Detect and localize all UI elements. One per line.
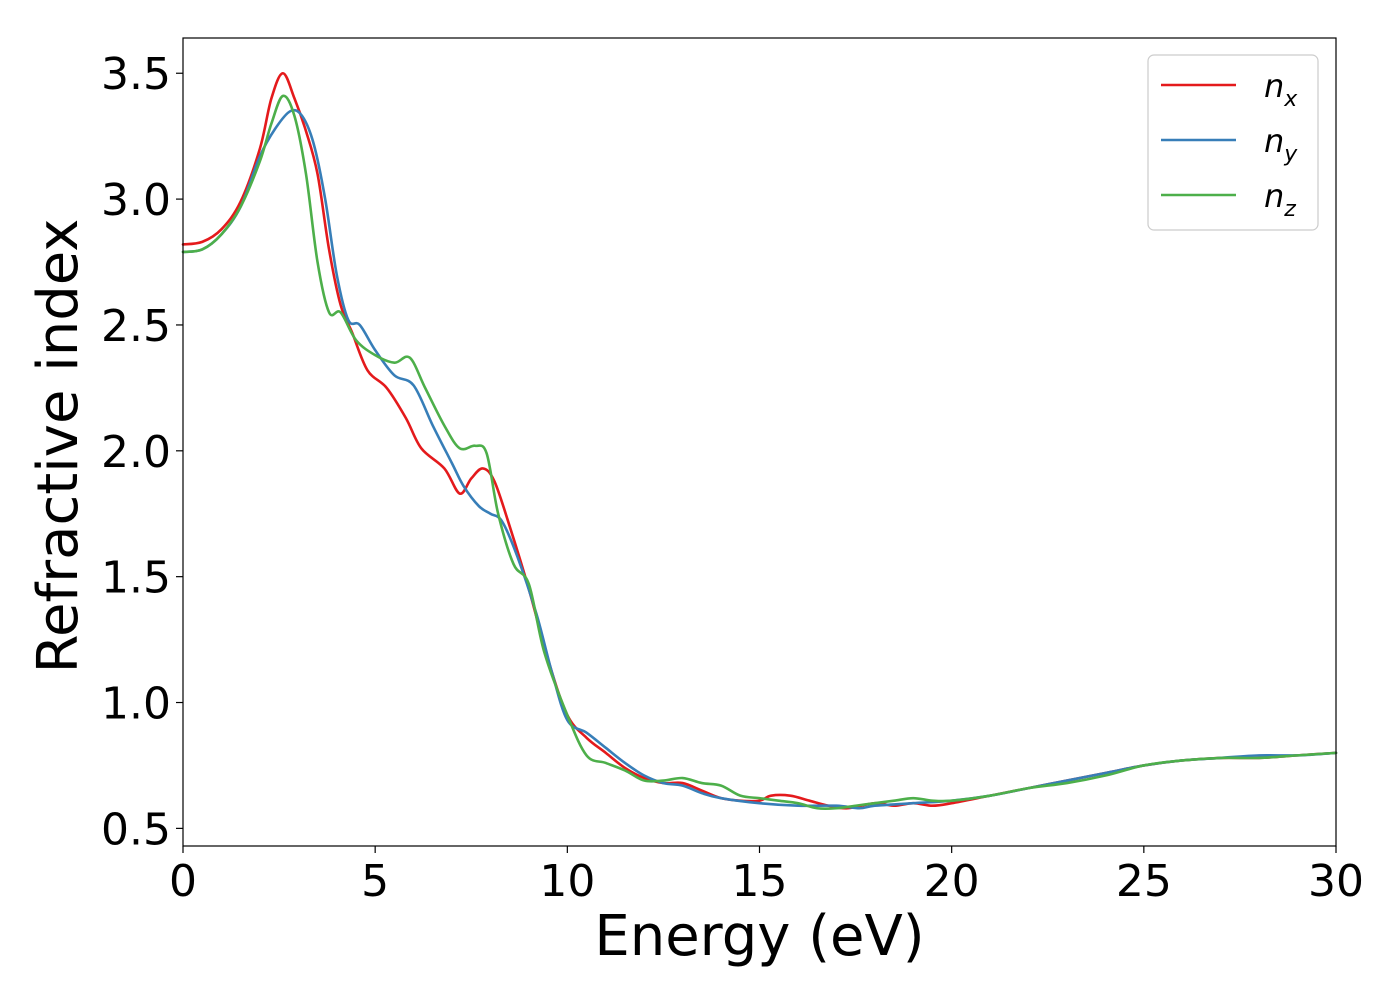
- y-tick-label: 3.5: [101, 49, 171, 100]
- legend-label-subscript: z: [1283, 197, 1296, 222]
- y-tick-label: 0.5: [101, 804, 171, 855]
- legend-box: [1147, 54, 1319, 231]
- legend-label-subscript: y: [1283, 142, 1298, 167]
- x-tick-label: 25: [1116, 856, 1172, 907]
- legend-label-base: n: [1264, 177, 1284, 215]
- x-tick-label: 0: [169, 856, 197, 907]
- legend-label-subscript: x: [1283, 87, 1298, 112]
- legend-label-base: n: [1264, 122, 1284, 160]
- legend-label-base: n: [1264, 67, 1284, 105]
- legend-label-y: ny: [1264, 122, 1298, 167]
- x-axis-label: Energy (eV): [594, 904, 924, 969]
- x-axis: 0 5 10 15 20 25 30: [169, 846, 1364, 907]
- x-tick-label: 5: [361, 856, 389, 907]
- legend-label-z: nz: [1264, 177, 1296, 222]
- legend-label-x: nx: [1264, 67, 1298, 112]
- y-tick-label: 2.0: [101, 427, 171, 478]
- series-line-z: [181, 94, 1338, 811]
- x-tick-label: 20: [924, 856, 980, 907]
- x-tick-label: 15: [732, 856, 788, 907]
- y-tick-label: 3.0: [101, 175, 171, 226]
- x-tick-label: 30: [1308, 856, 1364, 907]
- y-tick-label: 2.5: [101, 301, 171, 352]
- y-axis-label: Refractive index: [26, 219, 91, 674]
- y-tick-label: 1.0: [101, 679, 171, 730]
- y-tick-label: 1.5: [101, 553, 171, 604]
- series-layer: [181, 71, 1338, 811]
- x-tick-label: 10: [539, 856, 595, 907]
- y-axis: 0.5 1.0 1.5 2.0 2.5 3.0 3.5: [101, 49, 183, 855]
